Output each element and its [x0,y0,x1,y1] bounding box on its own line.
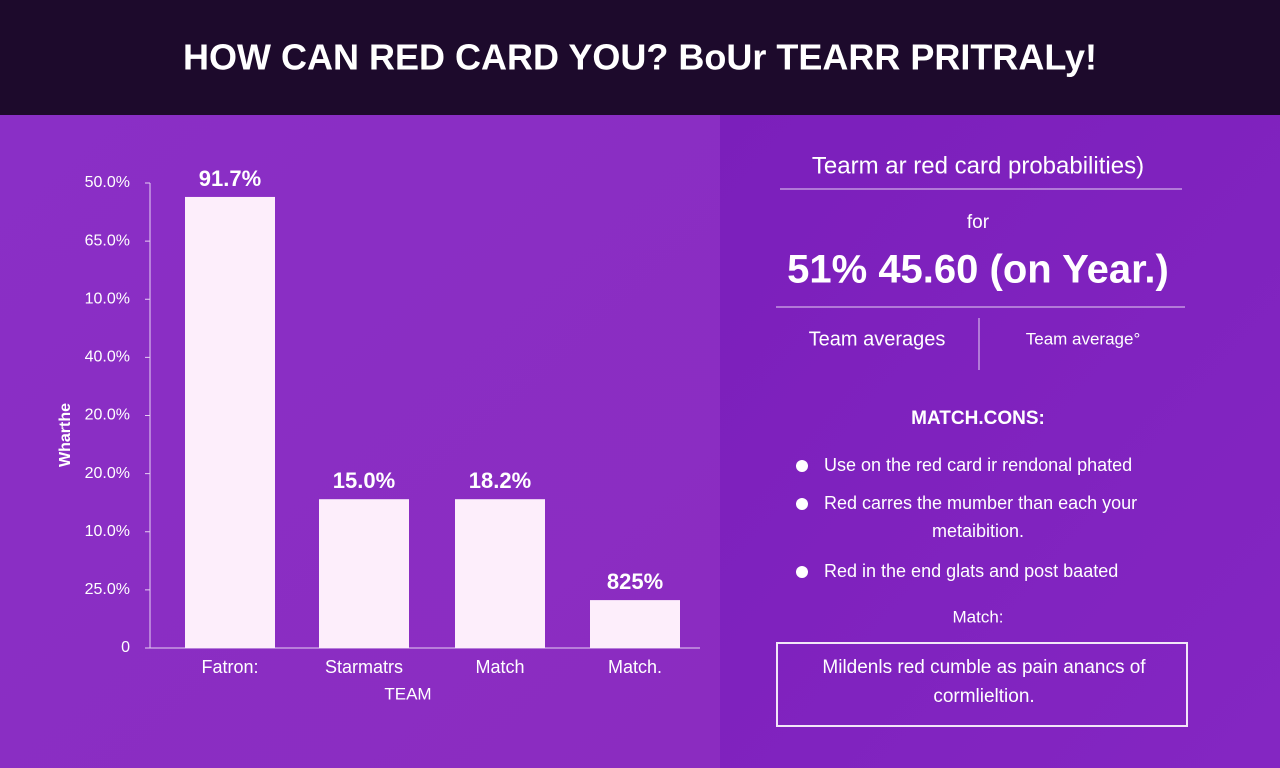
y-tick-label: 25.0% [85,581,130,598]
note-line: Mildenls red cumble as pain anancs of [822,657,1146,678]
bar [590,600,680,648]
y-tick-label: 10.0% [85,523,130,540]
x-tick-label: Fatron: [201,657,258,677]
y-axis-label: Wharthe [57,403,74,467]
bar [185,196,275,648]
headline: 51% 45.60 (on Year.) [787,248,1169,292]
y-tick-label: 10.0% [85,290,130,307]
y-tick-label: 50.0% [85,174,130,191]
x-axis-label: TEAM [384,684,431,703]
average-label: Team averages [809,328,946,350]
x-tick-label: Match. [608,657,662,677]
bar [455,499,545,648]
bar-annotation: 91.7% [199,166,261,191]
panel-title: Tearm ar red card probabilities) [812,152,1144,179]
panel-subtitle: for [967,212,990,233]
bullet-dot [796,498,808,510]
bar-annotation: 15.0% [333,468,395,493]
bar-annotation: 18.2% [469,468,531,493]
y-tick-label: 20.0% [85,407,130,424]
footer-label: Match: [952,607,1003,626]
note-line: cormlieltion. [933,686,1034,707]
bar [319,499,409,648]
bullet-text: metaibition. [932,521,1024,541]
bullet-text: Red in the end glats and post baated [824,561,1118,581]
bullet-text: Red carres the mumber than each your [824,493,1137,513]
y-tick-label: 20.0% [85,465,130,482]
y-tick-label: 65.0% [85,232,130,249]
y-tick-label: 0 [121,639,130,656]
header-bar [0,0,1280,115]
bullet-text: Use on the red card ir rendonal phated [824,455,1132,475]
bullet-dot [796,566,808,578]
section-title: MATCH.CONS: [911,408,1045,429]
x-tick-label: Match [475,657,524,677]
x-tick-label: Starmatrs [325,657,403,677]
bullet-dot [796,460,808,472]
bar-annotation: 825% [607,569,663,594]
left-panel [0,115,720,768]
average-label: Team average° [1026,329,1141,348]
y-tick-label: 40.0% [85,349,130,366]
note-box [776,642,1188,727]
header-title: HOW CAN RED CARD YOU? BoUr TEARR PRITRAL… [183,37,1097,78]
